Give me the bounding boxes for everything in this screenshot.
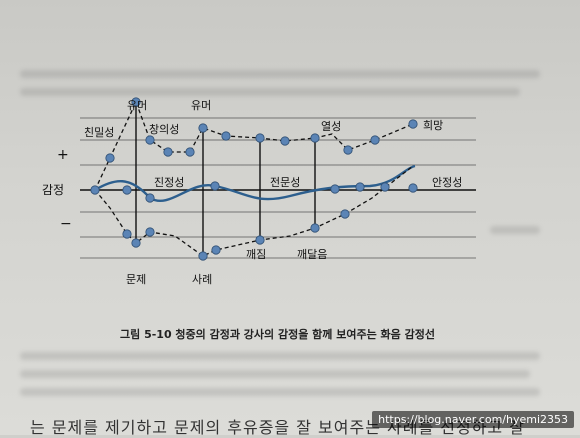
label-expertise: 전문성 <box>270 176 300 189</box>
audience-lower-line <box>94 165 414 257</box>
label-hope: 희망 <box>423 119 443 132</box>
vertical-connectors <box>135 102 316 256</box>
blurred-text-line <box>20 88 520 96</box>
instructor-emotion-line <box>94 164 416 202</box>
label-sincerity: 진정성 <box>154 176 184 189</box>
label-passion: 열성 <box>321 120 341 133</box>
blurred-text-line <box>20 352 540 360</box>
label-case: 사례 <box>192 273 212 286</box>
blurred-text-line <box>490 226 540 234</box>
blurred-text-line <box>20 370 530 378</box>
audience-upper-line <box>94 100 414 191</box>
blurred-text-line <box>20 70 540 78</box>
label-humor-2: 유머 <box>191 99 211 112</box>
emotion-axis-label: 감정 <box>42 183 64 197</box>
label-breaking: 깨짐 <box>246 248 266 261</box>
label-realization: 깨달음 <box>297 248 327 261</box>
figure-caption: 그림 5-10 청중의 감정과 강사의 감정을 함께 보여주는 화음 감정선 <box>120 328 435 341</box>
plus-symbol: + <box>57 147 69 163</box>
minus-symbol: − <box>60 216 72 232</box>
data-points <box>90 97 418 261</box>
label-problem: 문제 <box>126 273 146 286</box>
watermark-url: https://blog.naver.com/hyemi2353 <box>372 411 574 428</box>
label-humor-1: 유머 <box>127 99 147 112</box>
label-creativity: 창의성 <box>149 123 179 136</box>
label-intimacy: 친밀성 <box>84 126 114 139</box>
blurred-text-line <box>20 388 540 396</box>
label-stability: 안정성 <box>432 176 462 189</box>
